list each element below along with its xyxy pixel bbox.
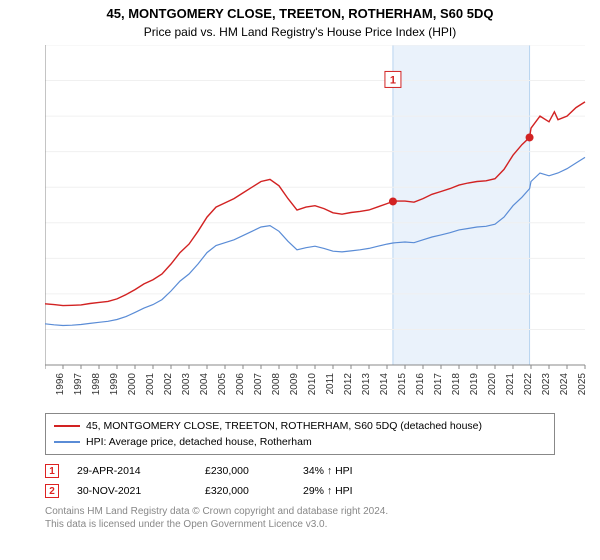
- svg-text:1998: 1998: [91, 373, 102, 396]
- svg-text:2008: 2008: [271, 373, 282, 396]
- svg-text:2024: 2024: [559, 373, 570, 396]
- svg-text:2019: 2019: [469, 373, 480, 396]
- svg-text:2000: 2000: [127, 373, 138, 396]
- svg-text:2009: 2009: [289, 373, 300, 396]
- svg-text:2005: 2005: [217, 373, 228, 396]
- legend: 45, MONTGOMERY CLOSE, TREETON, ROTHERHAM…: [45, 413, 555, 455]
- footnote: Contains HM Land Registry data © Crown c…: [45, 505, 555, 531]
- transaction-date: 29-APR-2014: [77, 465, 187, 477]
- chart-subtitle: Price paid vs. HM Land Registry's House …: [0, 21, 600, 45]
- chart-title: 45, MONTGOMERY CLOSE, TREETON, ROTHERHAM…: [0, 0, 600, 21]
- transaction-table: 1 29-APR-2014 £230,000 34% ↑ HPI 2 30-NO…: [45, 461, 555, 501]
- svg-text:2021: 2021: [505, 373, 516, 396]
- legend-swatch-property: [54, 425, 80, 427]
- transaction-row: 2 30-NOV-2021 £320,000 29% ↑ HPI: [45, 481, 555, 501]
- svg-text:2017: 2017: [433, 373, 444, 396]
- svg-text:2004: 2004: [199, 373, 210, 396]
- transaction-price: £320,000: [205, 485, 285, 497]
- transaction-row: 1 29-APR-2014 £230,000 34% ↑ HPI: [45, 461, 555, 481]
- svg-text:2006: 2006: [235, 373, 246, 396]
- transaction-price: £230,000: [205, 465, 285, 477]
- svg-text:2007: 2007: [253, 373, 264, 396]
- transaction-marker: 1: [45, 464, 59, 478]
- svg-text:2012: 2012: [343, 373, 354, 396]
- footnote-line: Contains HM Land Registry data © Crown c…: [45, 505, 555, 518]
- svg-text:2025: 2025: [577, 373, 588, 396]
- svg-text:2001: 2001: [145, 373, 156, 396]
- svg-text:2020: 2020: [487, 373, 498, 396]
- svg-text:2015: 2015: [397, 373, 408, 396]
- svg-text:2010: 2010: [307, 373, 318, 396]
- svg-text:1: 1: [390, 74, 396, 86]
- svg-text:2023: 2023: [541, 373, 552, 396]
- svg-text:2016: 2016: [415, 373, 426, 396]
- svg-text:2022: 2022: [523, 373, 534, 396]
- svg-text:2014: 2014: [379, 373, 390, 396]
- chart-area: £0£50K£100K£150K£200K£250K£300K£350K£400…: [45, 45, 600, 405]
- legend-swatch-hpi: [54, 441, 80, 443]
- svg-text:1996: 1996: [55, 373, 66, 396]
- svg-text:2003: 2003: [181, 373, 192, 396]
- transaction-delta: 29% ↑ HPI: [303, 485, 393, 497]
- footnote-line: This data is licensed under the Open Gov…: [45, 518, 555, 531]
- legend-label-hpi: HPI: Average price, detached house, Roth…: [86, 434, 312, 450]
- svg-text:2002: 2002: [163, 373, 174, 396]
- legend-item-hpi: HPI: Average price, detached house, Roth…: [54, 434, 546, 450]
- svg-text:1997: 1997: [73, 373, 84, 396]
- line-chart: £0£50K£100K£150K£200K£250K£300K£350K£400…: [45, 45, 600, 405]
- svg-text:2018: 2018: [451, 373, 462, 396]
- svg-text:1999: 1999: [109, 373, 120, 396]
- transaction-marker: 2: [45, 484, 59, 498]
- legend-item-property: 45, MONTGOMERY CLOSE, TREETON, ROTHERHAM…: [54, 418, 546, 434]
- svg-text:1995: 1995: [45, 373, 48, 396]
- legend-label-property: 45, MONTGOMERY CLOSE, TREETON, ROTHERHAM…: [86, 418, 482, 434]
- transaction-date: 30-NOV-2021: [77, 485, 187, 497]
- transaction-delta: 34% ↑ HPI: [303, 465, 393, 477]
- svg-text:2011: 2011: [325, 373, 336, 395]
- svg-text:2013: 2013: [361, 373, 372, 396]
